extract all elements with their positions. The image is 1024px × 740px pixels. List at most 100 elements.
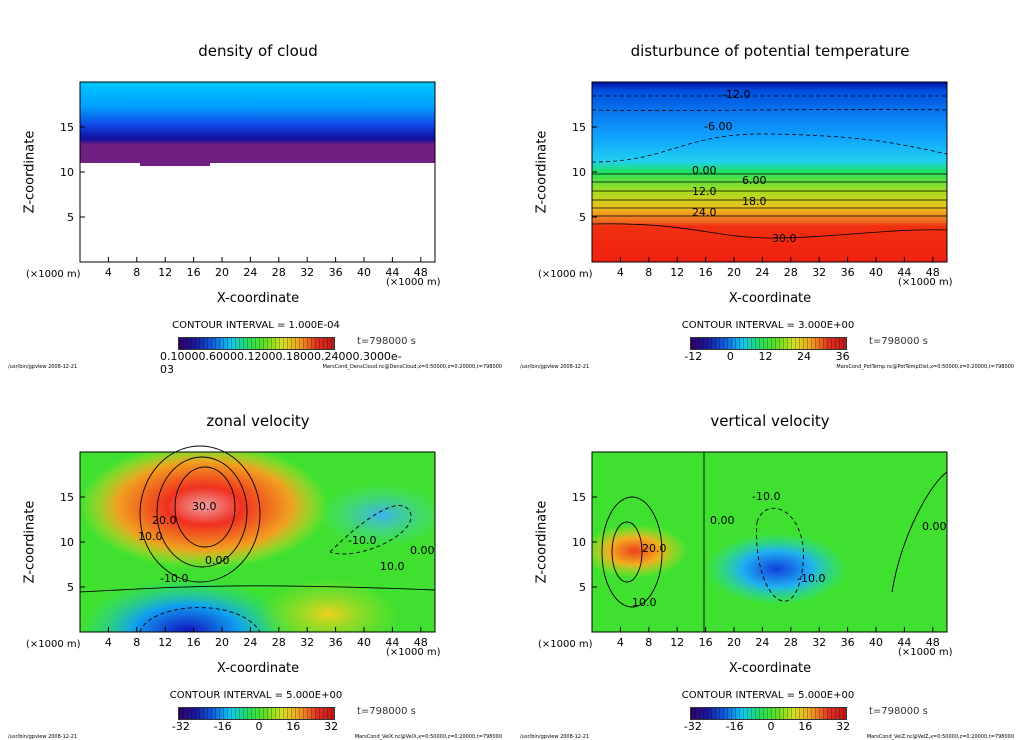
- footer-left: /usr/bin/gpview 2008-12-21: [8, 364, 78, 370]
- colorbar-labels: -12 0 12 24 36: [672, 350, 862, 363]
- x-tick-label: 28: [272, 266, 286, 279]
- y-axis-label: Z-coordinate: [22, 500, 38, 584]
- contour-label: 10.0: [138, 530, 163, 543]
- colorbar-label: 36: [835, 350, 850, 363]
- footer-right: MarsCond_VelX.nc@VelX,x=0:50000,z=0:2000…: [354, 734, 502, 740]
- colorbar-label: -16: [725, 720, 744, 733]
- x-axis-label: X-coordinate: [728, 291, 812, 306]
- contour-label: 24.0: [692, 206, 717, 219]
- y-axis-label: Z-coordinate: [22, 130, 38, 214]
- x-tick-label: 36: [329, 266, 343, 279]
- x-tick-label: 44: [897, 636, 911, 649]
- colorbar-label: 0: [767, 720, 775, 733]
- footer-left: /usr/bin/gpview 2008-12-21: [520, 734, 590, 740]
- contour-label: 12.0: [692, 185, 717, 198]
- time-label: t=798000 s: [357, 336, 416, 347]
- contour-label: 20.0: [152, 514, 177, 527]
- x-tick-label: 48: [414, 636, 428, 649]
- colorbar-label: 32: [836, 720, 851, 733]
- x-axis-label: X-coordinate: [728, 661, 812, 676]
- x-tick-label: 8: [133, 636, 140, 649]
- colorbar-labels: 0.10000.60000.12000.18000.24000.3000e-03: [160, 350, 402, 376]
- x-tick-label: 24: [243, 636, 257, 649]
- colorbar-label: -12: [684, 350, 703, 363]
- contour-interval: CONTOUR INTERVAL = 3.000E+00: [681, 320, 855, 331]
- footer-right: MarsCond_PotTemp.nc@PotTempDist,x=0:5000…: [836, 364, 1014, 370]
- x-tick-label: 12: [670, 266, 684, 279]
- footer-right: MarsCond_VelZ.nc@VelZ,x=0:50000,z=0:2000…: [866, 734, 1014, 740]
- y-tick-label: 5: [67, 211, 74, 224]
- x-tick-label: 20: [727, 266, 741, 279]
- colorbar-label: 32: [324, 720, 339, 733]
- chart-title: vertical velocity: [710, 412, 830, 430]
- x-tick-label: 48: [414, 266, 428, 279]
- contour-plot: 4 8 12 16 20 24 28 32 36 40 44 485101520.010.00.00-…: [572, 451, 948, 649]
- time-label: t=798000 s: [869, 706, 928, 717]
- contour-label: 0.00: [410, 544, 435, 557]
- chart-title: zonal velocity: [206, 412, 310, 430]
- y-tick-label: 15: [60, 121, 74, 134]
- x-tick-label: 40: [357, 636, 371, 649]
- contour-label: 30.0: [192, 500, 217, 513]
- contour-label: -10.0: [797, 572, 825, 585]
- x-tick-label: 16: [699, 266, 713, 279]
- colorbar-label: 24: [797, 350, 812, 363]
- colorbar-label: -32: [171, 720, 190, 733]
- colorbar-label: 0.10000.60000.12000.18000.24000.3000e-03: [160, 350, 402, 376]
- x-tick-label: 16: [187, 636, 201, 649]
- colorbar-label: 12: [758, 350, 773, 363]
- footer-left: /usr/bin/gpview 2008-12-21: [520, 364, 590, 370]
- x-unit-left: (×1000 m): [538, 639, 593, 650]
- contour-plot: 4 8 12 16 20 24 28 32 36 40 44 485101530.020.010.00…: [60, 445, 436, 649]
- x-tick-label: 28: [784, 266, 798, 279]
- x-axis-label: X-coordinate: [216, 661, 300, 676]
- x-tick-label: 44: [385, 266, 399, 279]
- x-tick-label: 32: [812, 636, 826, 649]
- y-tick-label: 5: [579, 581, 586, 594]
- contour-label: 10.0: [380, 560, 405, 573]
- y-tick-label: 10: [60, 536, 74, 549]
- y-tick-label: 15: [572, 121, 586, 134]
- contour-label: 20.0: [642, 542, 667, 555]
- colorbar: [178, 337, 335, 350]
- contour-label: -12.0: [722, 88, 750, 101]
- y-tick-label: 10: [572, 166, 586, 179]
- y-axis-label: Z-coordinate: [534, 130, 550, 214]
- contour-label: 18.0: [742, 195, 767, 208]
- contour-interval: CONTOUR INTERVAL = 1.000E-04: [172, 320, 340, 331]
- x-tick-label: 40: [869, 636, 883, 649]
- x-tick-label: 32: [300, 636, 314, 649]
- x-tick-label: 16: [699, 636, 713, 649]
- chart-panel: disturbunce of potential temperature Z-co…: [512, 0, 1024, 370]
- contour-interval: CONTOUR INTERVAL = 5.000E+00: [681, 690, 855, 701]
- contour-label: 0.00: [692, 164, 717, 177]
- x-unit-right: (×1000 m): [386, 647, 441, 658]
- x-unit-right: (×1000 m): [386, 277, 441, 288]
- contour-label: 0.00: [710, 514, 735, 527]
- x-tick-label: 24: [755, 266, 769, 279]
- x-tick-label: 48: [926, 266, 940, 279]
- x-tick-label: 20: [727, 636, 741, 649]
- x-tick-label: 4: [105, 636, 112, 649]
- contour-interval: CONTOUR INTERVAL = 5.000E+00: [169, 690, 343, 701]
- x-tick-label: 12: [158, 266, 172, 279]
- y-axis-label: Z-coordinate: [534, 500, 550, 584]
- contour-plot: 4 8 12 16 20 24 28 32 36 40 44 4851015-12.0-6.000.0…: [572, 81, 948, 279]
- x-unit-right: (×1000 m): [898, 647, 953, 658]
- y-tick-label: 10: [572, 536, 586, 549]
- x-tick-label: 28: [272, 636, 286, 649]
- x-tick-label: 32: [300, 266, 314, 279]
- filled-contours: [591, 82, 948, 262]
- x-tick-label: 8: [133, 266, 140, 279]
- colorbar-label: 0: [255, 720, 263, 733]
- footer-right: MarsCond_DensCloud.nc@DensCloud,x=0:5000…: [322, 364, 502, 370]
- x-tick-label: 20: [215, 266, 229, 279]
- chart-title: density of cloud: [198, 42, 318, 60]
- x-tick-label: 8: [645, 266, 652, 279]
- y-tick-label: 15: [572, 491, 586, 504]
- colorbar-label: 16: [798, 720, 813, 733]
- y-tick-label: 5: [67, 581, 74, 594]
- x-tick-label: 4: [105, 266, 112, 279]
- colorbar-label: -16: [213, 720, 232, 733]
